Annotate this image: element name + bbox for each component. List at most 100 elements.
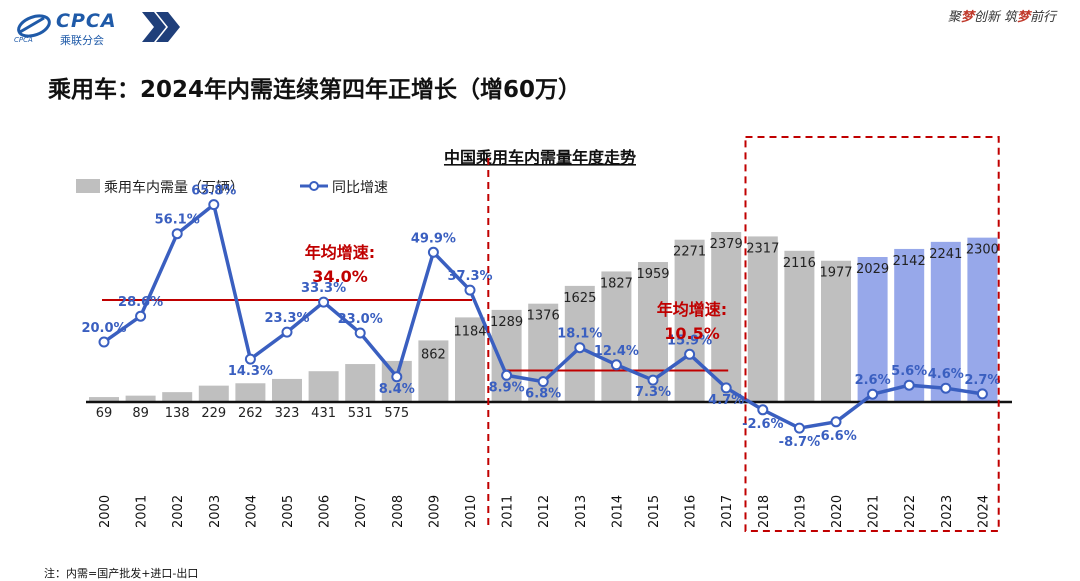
x-tick-label: 2009 [427, 495, 442, 528]
growth-value-label: 15.9% [667, 333, 712, 348]
bar [198, 385, 229, 402]
bar-value-label: 1625 [563, 291, 596, 306]
growth-value-label: 33.3% [301, 281, 346, 296]
growth-marker [537, 376, 549, 388]
growth-value-label: -8.7% [779, 435, 820, 450]
growth-value-label: 14.3% [228, 364, 273, 379]
growth-value-label: 7.3% [635, 385, 671, 400]
slogan-part: 创新 筑 [973, 10, 1017, 25]
slogan-part: 梦 [1016, 10, 1030, 25]
growth-value-label: 23.3% [264, 311, 309, 326]
bar [747, 236, 778, 402]
x-tick-label: 2000 [98, 495, 113, 528]
bar-value-label: 323 [275, 406, 300, 421]
bar-value-label: 1289 [490, 315, 523, 330]
growth-marker [171, 228, 183, 240]
growth-value-label: 8.4% [379, 382, 415, 397]
page-title: 乘用车：2024年内需连续第四年正增长（增60万） [48, 77, 582, 103]
bar-value-label: 1977 [819, 266, 852, 281]
growth-marker [501, 369, 513, 381]
bar [455, 317, 485, 402]
growth-marker [98, 336, 110, 348]
bar-value-label: 862 [421, 347, 446, 362]
growth-marker [867, 388, 879, 400]
growth-marker [427, 246, 439, 258]
slogan-part: 聚 [947, 10, 961, 25]
bar-value-label: 431 [311, 406, 336, 421]
growth-value-label: 56.1% [155, 213, 200, 228]
bar [235, 383, 266, 402]
x-tick-label: 2021 [867, 495, 882, 528]
bar [821, 260, 851, 402]
bar [308, 371, 339, 402]
bar-value-label: 1959 [636, 267, 669, 282]
bar-value-label: 262 [238, 406, 263, 421]
growth-marker [757, 404, 769, 416]
growth-value-label: 4.6% [928, 367, 964, 382]
bar [784, 250, 815, 402]
x-tick-label: 2005 [281, 495, 296, 528]
growth-marker [610, 359, 622, 371]
bar [967, 237, 998, 402]
x-tick-label: 2020 [830, 495, 845, 528]
annotation-label: 年均增速: [305, 243, 375, 262]
growth-marker [830, 416, 842, 428]
annotation-value: 10.5% [664, 324, 720, 343]
legend-line-label: 同比增速 [332, 180, 388, 196]
x-tick-label: 2001 [135, 495, 150, 528]
growth-marker [281, 326, 293, 338]
x-tick-label: 2018 [757, 495, 772, 528]
cpca-logo[interactable]: CPCA 乘联分会 CPCA [14, 8, 180, 48]
growth-value-label: 8.9% [489, 380, 525, 395]
x-tick-label: 2015 [647, 495, 662, 528]
bar-value-label: 2142 [893, 254, 926, 269]
logo-small-text: CPCA [14, 36, 33, 44]
growth-marker [976, 388, 988, 400]
growth-value-label: 2.7% [964, 373, 1000, 388]
growth-value-label: 12.4% [594, 344, 639, 359]
x-tick-label: 2016 [684, 495, 699, 528]
growth-marker [684, 348, 696, 360]
x-tick-label: 2012 [537, 495, 552, 528]
growth-marker [244, 353, 256, 365]
bar [162, 392, 193, 402]
bar [711, 232, 742, 402]
growth-value-label: 23.0% [338, 312, 383, 327]
growth-value-label: 18.1% [557, 327, 602, 342]
growth-value-label: 20.0% [81, 321, 126, 336]
growth-marker [793, 422, 805, 434]
bar-value-label: 2300 [966, 243, 999, 258]
x-tick-label: 2019 [793, 495, 808, 528]
legend-bar-swatch [76, 179, 100, 193]
growth-value-label: 2.6% [855, 373, 891, 388]
legend-bar-label: 乘用车内需量（万辆） [104, 179, 244, 196]
growth-marker [354, 327, 366, 339]
logo-swoosh-icon [17, 14, 51, 38]
double-chevron-icon [142, 12, 180, 42]
bar [601, 271, 632, 402]
bar [345, 364, 376, 402]
x-tick-label: 2006 [318, 495, 333, 528]
bar-value-label: 2241 [929, 247, 962, 262]
bar-value-label: 1376 [527, 309, 560, 324]
growth-marker [940, 382, 952, 394]
bar [930, 241, 961, 402]
growth-marker [720, 382, 732, 394]
x-tick-label: 2008 [391, 495, 406, 528]
footnote: 注：内需=国产批发+进口-出口 [44, 567, 199, 580]
bar [272, 378, 302, 402]
bar-value-label: 2116 [783, 256, 816, 271]
growth-marker [647, 374, 659, 386]
annotation-value: 34.0% [312, 267, 368, 286]
chart-title: 中国乘用车内需量年度走势 [444, 148, 636, 167]
growth-marker [391, 371, 403, 383]
growth-value-label: 37.3% [447, 269, 492, 284]
x-tick-label: 2002 [171, 495, 186, 528]
bar-value-label: 2379 [710, 237, 743, 252]
logo-subtitle: 乘联分会 [60, 34, 104, 47]
bar [89, 397, 119, 402]
growth-value-label: 28.6% [118, 295, 163, 310]
x-tick-label: 2013 [574, 495, 589, 528]
x-tick-label: 2010 [464, 495, 479, 528]
